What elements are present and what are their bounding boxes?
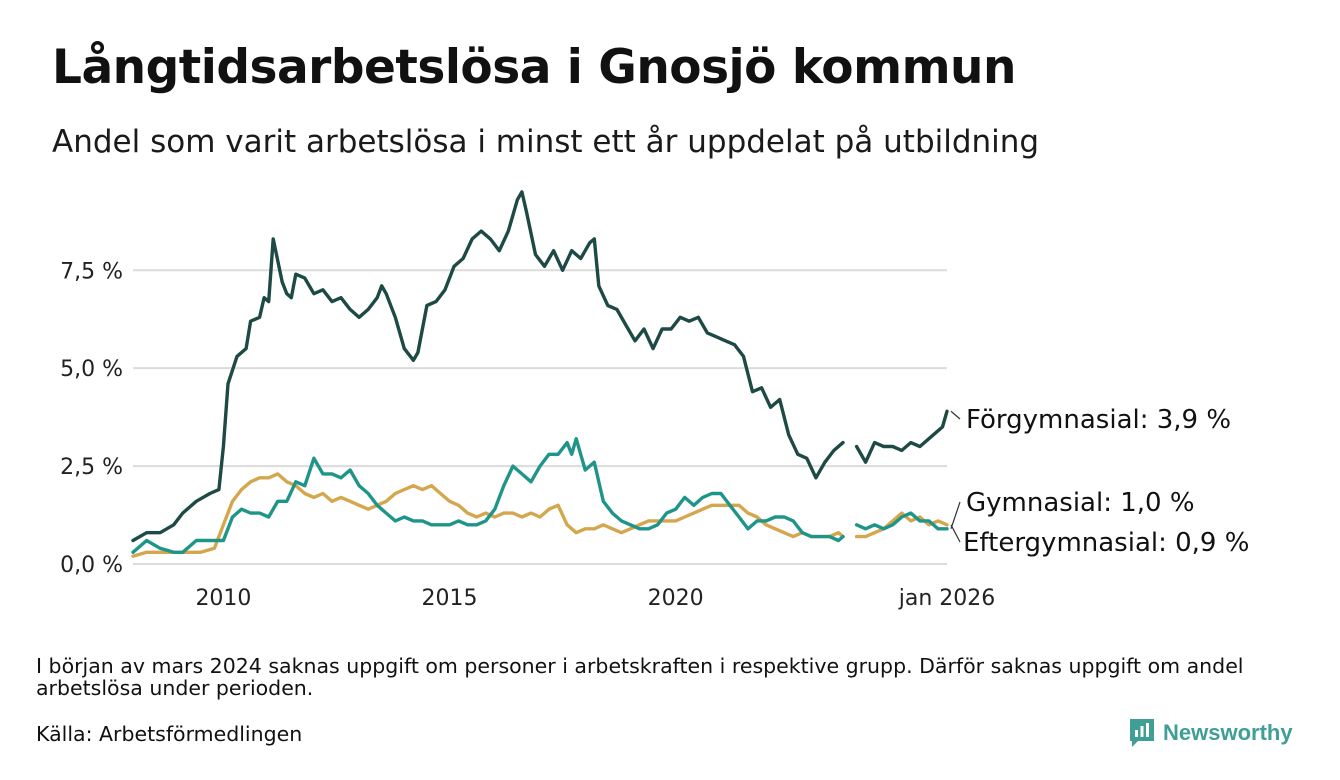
y-tick-label: 0,0 % <box>60 553 123 578</box>
series-end-label: Förgymnasial: 3,9 % <box>966 405 1231 435</box>
series-end-label: Eftergymnasial: 0,9 % <box>963 528 1249 558</box>
series-line-eftergymnasial <box>131 472 949 558</box>
chart-title: Långtidsarbetslösa i Gnosjö kommun <box>52 40 1016 95</box>
x-tick-label: 2020 <box>648 586 704 611</box>
label-leader-line <box>950 501 961 529</box>
x-tick-label: jan 2026 <box>898 586 996 611</box>
x-tick-label: 2010 <box>195 586 251 611</box>
line-chart: 0,0 % 2,5 % 5,0 % 7,5 % 2010 2015 2020 jan 2026… <box>60 190 1249 611</box>
footnote: I början av mars 2024 saknas uppgift om … <box>36 654 1244 700</box>
y-tick-label: 2,5 % <box>60 455 123 480</box>
label-leader-line <box>950 410 961 420</box>
x-tick-label: 2015 <box>422 586 478 611</box>
series-line-gymnasial <box>131 437 949 554</box>
brand-logo: Newsworthy <box>1128 716 1293 750</box>
brand-name: Newsworthy <box>1163 720 1293 745</box>
label-leader-line <box>950 524 961 543</box>
y-tick-label: 5,0 % <box>60 357 123 382</box>
source-text: Källa: Arbetsförmedlingen <box>36 722 303 746</box>
y-tick-label: 7,5 % <box>60 259 123 284</box>
series-line-förgymnasial <box>131 190 949 543</box>
chart-subtitle: Andel som varit arbetslösa i minst ett å… <box>52 124 1040 160</box>
newsworthy-logo-icon <box>1130 719 1154 747</box>
series-end-label: Gymnasial: 1,0 % <box>966 488 1195 518</box>
